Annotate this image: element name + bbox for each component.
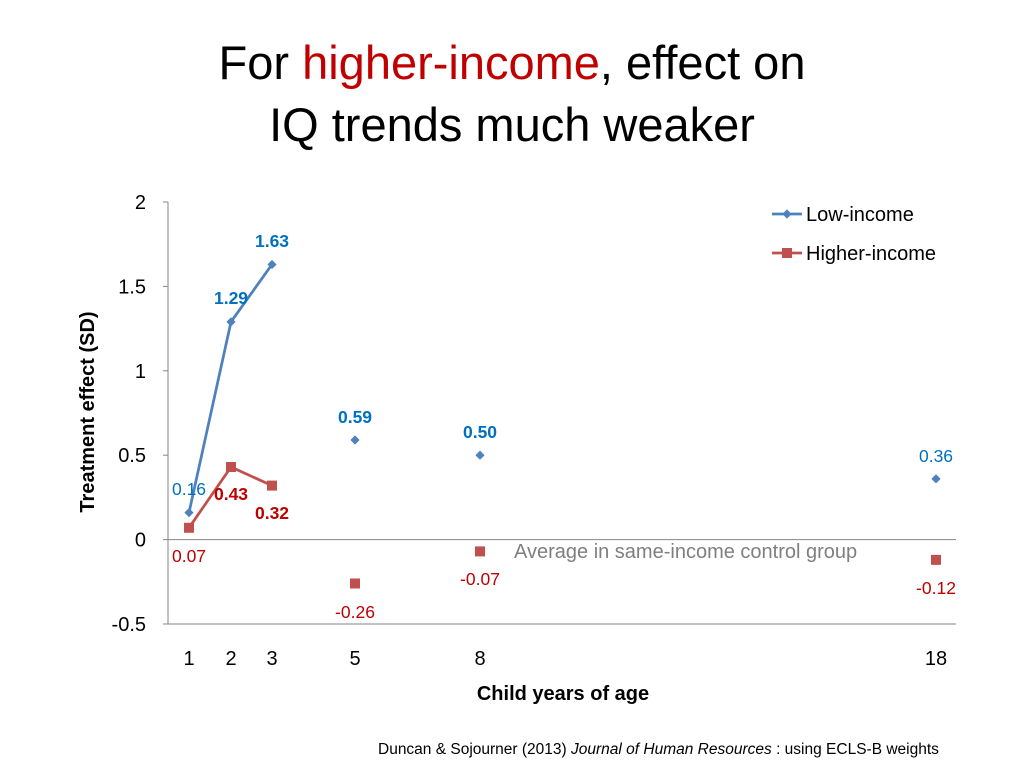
data-point	[475, 546, 485, 557]
data-label: 0.36	[919, 446, 953, 466]
title-line2: IQ trends much weaker	[269, 98, 755, 151]
data-label: -0.07	[460, 569, 500, 589]
data-label: -0.12	[916, 578, 956, 598]
x-tick-labels: 1 2 3 5 8 18	[183, 648, 947, 670]
legend-item-low-income: Low-income	[772, 204, 914, 226]
y-tick-label: -0.5	[112, 614, 146, 636]
data-point	[184, 522, 194, 533]
legend-marker	[782, 209, 792, 219]
y-tick-label: 0.5	[118, 445, 146, 467]
data-label: 0.59	[338, 407, 372, 427]
y-tick-label: 1.5	[118, 276, 146, 298]
series-low-income	[184, 259, 941, 518]
chart-series	[184, 259, 941, 589]
data-labels: 0.16 1.29 1.63 0.59 0.50 0.36 0.07 0.43 0.32 -0.2…	[172, 231, 956, 622]
data-label: 0.32	[255, 503, 289, 523]
slide-title: For higher-income, effect on IQ trends m…	[0, 32, 1024, 156]
series-higher-income	[184, 462, 941, 589]
x-tick-label: 8	[474, 648, 485, 670]
control-group-annotation: Average in same-income control group	[514, 541, 857, 563]
y-tick-labels: 2 1.5 1 0.5 0 -0.5	[112, 192, 146, 636]
x-tick-label: 1	[183, 648, 194, 670]
x-tick-label: 18	[925, 648, 947, 670]
x-tick-label: 5	[349, 648, 360, 670]
chart-legend: Low-income Higher-income	[772, 204, 936, 265]
data-label: 0.43	[214, 484, 248, 504]
x-tick-label: 3	[266, 648, 277, 670]
data-point	[267, 480, 277, 491]
data-point	[931, 554, 941, 565]
data-point	[931, 474, 941, 484]
x-tick-label: 2	[225, 648, 236, 670]
data-point	[226, 462, 236, 473]
y-tick-label: 0	[135, 530, 146, 552]
data-label: 1.63	[255, 231, 289, 251]
citation: Duncan & Sojourner (2013) Journal of Hum…	[378, 741, 1018, 759]
y-tick-label: 1	[135, 361, 146, 383]
legend-label: Low-income	[806, 204, 914, 226]
data-point	[267, 259, 277, 270]
title-suffix: , effect on	[599, 36, 806, 89]
citation-note: : using ECLS-B weights	[771, 741, 939, 758]
legend-item-higher-income: Higher-income	[772, 243, 936, 265]
data-label: 1.29	[214, 288, 248, 308]
data-label: 0.16	[172, 479, 206, 499]
y-tick-label: 2	[135, 192, 146, 214]
data-point	[184, 507, 194, 518]
title-prefix: For	[218, 36, 303, 89]
citation-authors: Duncan & Sojourner (2013)	[378, 741, 572, 758]
data-label: 0.50	[463, 422, 497, 442]
data-label: -0.26	[335, 602, 375, 622]
legend-label: Higher-income	[806, 243, 936, 265]
data-label: 0.07	[172, 546, 206, 566]
data-point	[475, 450, 485, 460]
x-axis-label: Child years of age	[477, 683, 649, 705]
data-point	[226, 317, 236, 327]
chart-axes	[163, 201, 956, 625]
citation-journal: Journal of Human Resources	[571, 741, 772, 758]
data-point	[350, 435, 360, 445]
title-highlight: higher-income	[302, 36, 600, 89]
data-point	[350, 578, 360, 589]
legend-marker	[782, 248, 792, 258]
y-axis-label: Treatment effect (SD)	[77, 311, 99, 512]
